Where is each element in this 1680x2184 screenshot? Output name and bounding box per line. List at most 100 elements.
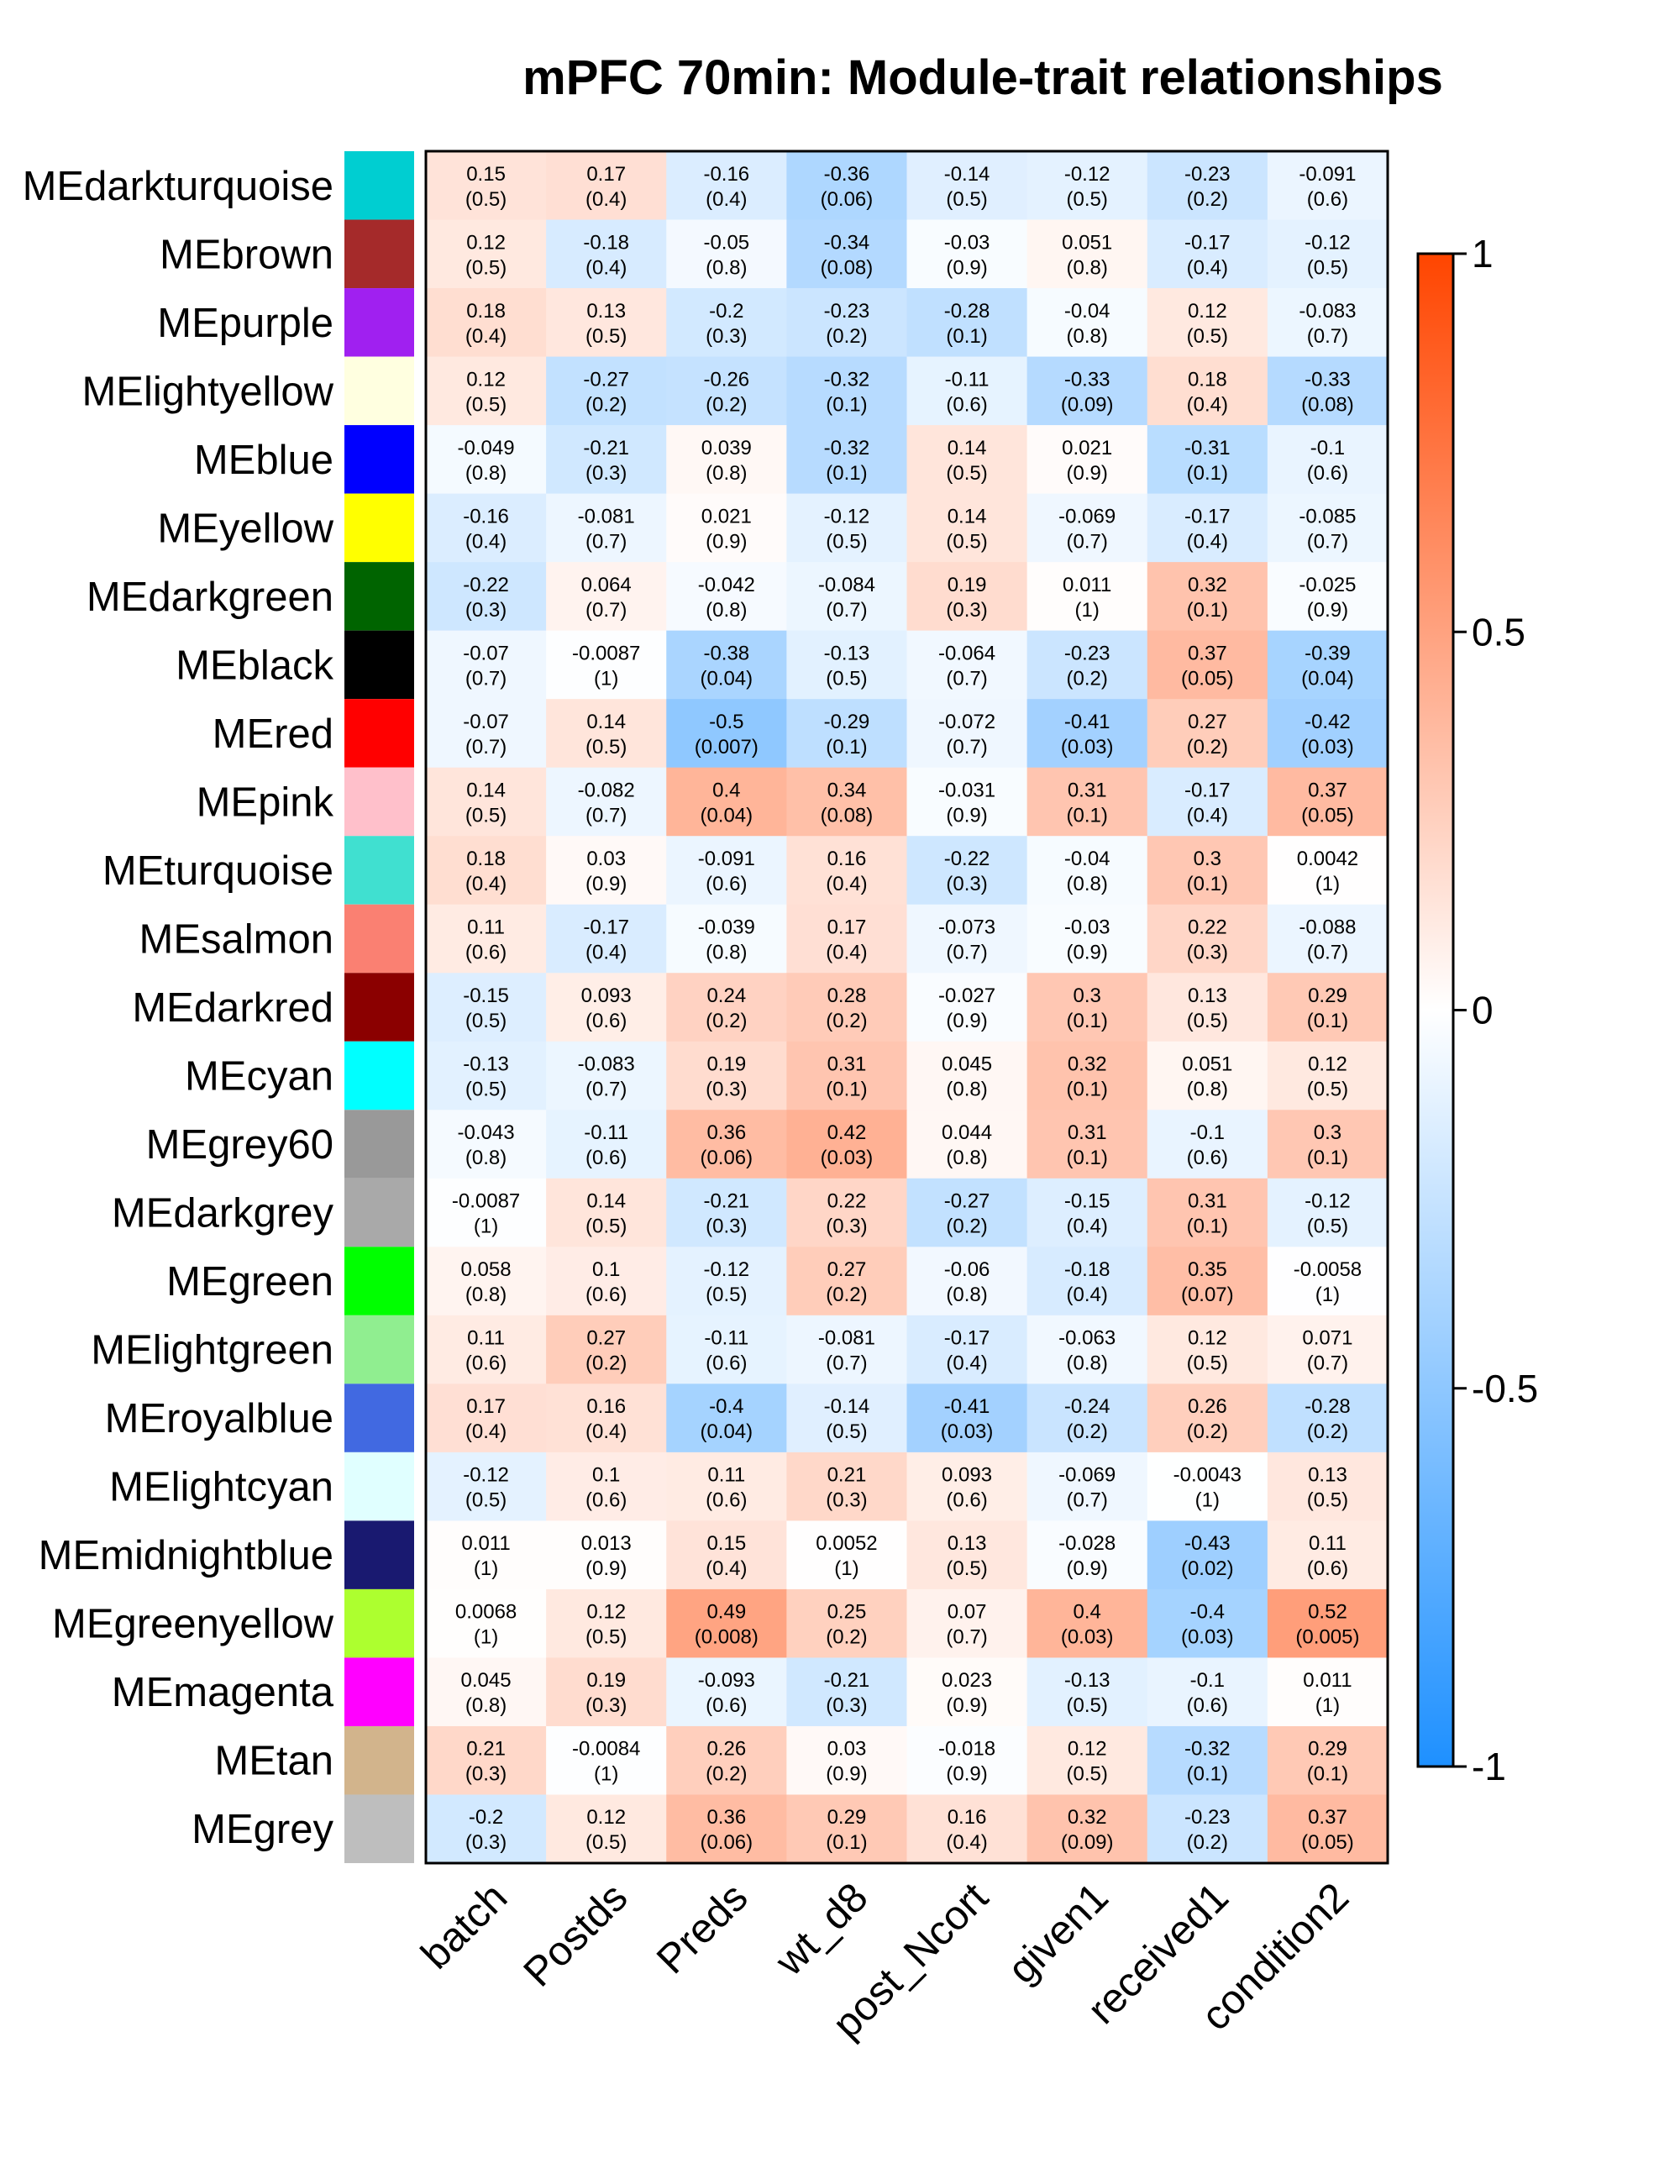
cell-pvalue: (0.5) xyxy=(826,1420,867,1443)
cell-fill xyxy=(786,1178,907,1247)
heatmap-cell: 0.22 (0.3) xyxy=(1147,904,1268,974)
cell-correlation: -0.12 xyxy=(1305,231,1351,254)
color-scale-bar xyxy=(1416,252,1455,1768)
heatmap-cell: 0.14 (0.5) xyxy=(906,425,1028,495)
cell-correlation: 0.26 xyxy=(706,1738,746,1761)
row-color-swatch xyxy=(344,356,414,426)
cell-fill xyxy=(1267,973,1389,1042)
cell-correlation: 0.16 xyxy=(827,848,867,870)
heatmap-cell: -0.13(0.5) xyxy=(1026,1657,1148,1727)
heatmap-cell: -0.072 (0.7) xyxy=(906,699,1028,769)
cell-fill xyxy=(546,904,667,974)
cell-fill xyxy=(906,699,1028,769)
cell-pvalue: (0.1) xyxy=(826,1079,867,1101)
cell-correlation: -0.21 xyxy=(824,1669,870,1692)
row-color-swatch xyxy=(344,1247,414,1315)
cell-fill xyxy=(786,973,907,1042)
cell-correlation: -0.11 xyxy=(945,368,990,391)
cell-correlation: 0.37 xyxy=(1188,642,1227,664)
heatmap-cell: 0.4(0.03) xyxy=(1026,1588,1148,1658)
cell-pvalue: (0.9) xyxy=(946,256,987,279)
cell-correlation: -0.083 xyxy=(578,1053,635,1076)
cell-fill xyxy=(1147,630,1268,700)
cell-fill xyxy=(786,1247,907,1316)
cell-fill xyxy=(906,1794,1028,1864)
heatmap-cell: -0.028(0.9) xyxy=(1026,1520,1148,1590)
cell-fill xyxy=(1026,562,1148,632)
cell-pvalue: (0.7) xyxy=(1307,325,1348,348)
cell-correlation: -0.14 xyxy=(824,1395,870,1418)
cell-correlation: -0.17 xyxy=(1184,505,1231,528)
cell-pvalue: (0.007) xyxy=(695,736,759,759)
cell-pvalue: (0.4) xyxy=(946,1352,987,1375)
cell-pvalue: (0.1) xyxy=(826,736,867,759)
cell-correlation: 0.051 xyxy=(1182,1053,1232,1076)
color-scale-tick-label: 1 xyxy=(1472,232,1494,276)
cell-pvalue: (0.1) xyxy=(1187,599,1228,622)
heatmap-cell: 0.42 (0.03) xyxy=(786,1110,907,1179)
cell-pvalue: (0.6) xyxy=(946,1489,987,1512)
cell-fill xyxy=(666,1041,787,1110)
row-color-swatch xyxy=(344,151,414,220)
cell-correlation: -0.0087 xyxy=(572,642,640,664)
cell-pvalue: (0.7) xyxy=(465,667,507,690)
cell-correlation: -0.31 xyxy=(1184,437,1231,459)
cell-pvalue: (0.1) xyxy=(1187,1763,1228,1786)
cell-pvalue: (0.2) xyxy=(1067,1420,1108,1443)
cell-correlation: -0.091 xyxy=(1299,163,1356,186)
heatmap-cell: 0.13(0.5) xyxy=(906,1520,1028,1590)
cell-pvalue: (0.7) xyxy=(946,1626,987,1649)
heatmap-cell: 0.039 (0.8) xyxy=(666,425,787,495)
cell-pvalue: (0.1) xyxy=(1187,873,1228,895)
heatmap-cell: -0.084 (0.7) xyxy=(786,562,907,632)
cell-fill xyxy=(786,699,907,769)
cell-pvalue: (0.6) xyxy=(706,1489,747,1512)
heatmap-cell: 0.32(0.09) xyxy=(1026,1794,1148,1864)
row-color-swatch xyxy=(344,904,414,974)
cell-fill xyxy=(906,288,1028,358)
heatmap-cell: -0.41(0.03) xyxy=(906,1383,1028,1453)
cell-correlation: -0.11 xyxy=(704,1327,748,1350)
cell-pvalue: (0.7) xyxy=(585,804,627,827)
cell-pvalue: (0.03) xyxy=(1301,736,1354,759)
cell-fill xyxy=(1147,219,1268,289)
heatmap-cell: -0.24(0.2) xyxy=(1026,1383,1148,1453)
heatmap-cell: -0.32 (0.1) xyxy=(786,425,907,495)
cell-fill xyxy=(906,1110,1028,1179)
cell-fill xyxy=(906,1725,1028,1795)
cell-fill xyxy=(1267,1178,1389,1247)
heatmap-cell: 0.18 (0.4) xyxy=(426,836,547,906)
heatmap-cell: -0.03 (0.9) xyxy=(1026,904,1148,974)
row-color-swatch xyxy=(344,1725,414,1795)
cell-pvalue: (0.5) xyxy=(465,1010,507,1032)
cell-pvalue: (0.5) xyxy=(1307,1489,1348,1512)
heatmap-cell: -0.27(0.2) xyxy=(906,1178,1028,1247)
heatmap-cell: 0.34 (0.08) xyxy=(786,767,907,837)
color-scale-ticks: 1 0.5 0 -0.5 -1 xyxy=(1453,232,1538,1788)
cell-pvalue: (0.6) xyxy=(1187,1147,1228,1169)
cell-pvalue: (0.7) xyxy=(585,1079,627,1101)
cell-fill xyxy=(786,1725,907,1795)
cell-pvalue: (1) xyxy=(1315,1694,1340,1717)
heatmap-cell: 0.12(0.5) xyxy=(546,1588,667,1658)
cell-pvalue: (1) xyxy=(834,1557,858,1580)
cell-fill xyxy=(1026,1725,1148,1795)
cell-pvalue: (0.5) xyxy=(1187,1352,1228,1375)
cell-pvalue: (0.7) xyxy=(1307,941,1348,963)
cell-correlation: 0.058 xyxy=(461,1258,512,1281)
cell-fill xyxy=(786,562,907,632)
cell-correlation: 0.17 xyxy=(827,916,867,938)
row-label: MEcyan xyxy=(185,1054,333,1100)
cell-pvalue: (0.2) xyxy=(706,393,747,416)
heatmap-cell: -0.083(0.7) xyxy=(1267,288,1389,358)
cell-pvalue: (0.8) xyxy=(946,1147,987,1169)
heatmap-cell: 0.1(0.6) xyxy=(546,1452,667,1521)
cell-correlation: -0.0043 xyxy=(1173,1464,1242,1487)
cell-correlation: -0.018 xyxy=(938,1738,995,1761)
cell-fill xyxy=(546,1657,667,1727)
row-color-swatch xyxy=(344,767,414,837)
heatmap-cell: 0.064 (0.7) xyxy=(546,562,667,632)
cell-fill xyxy=(1147,425,1268,495)
cell-pvalue: (0.3) xyxy=(826,1694,867,1717)
